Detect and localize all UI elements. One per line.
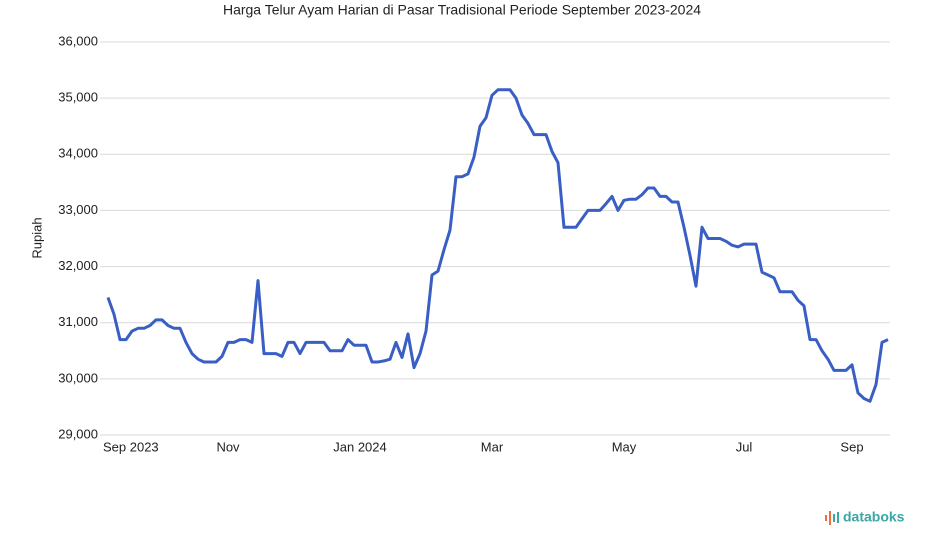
- x-tick-label: Jan 2024: [333, 439, 387, 454]
- y-tick-label: 29,000: [58, 426, 98, 441]
- y-axis-label: Rupiah: [29, 217, 44, 258]
- y-tick-label: 32,000: [58, 258, 98, 273]
- x-tick-label: Mar: [481, 439, 504, 454]
- y-tick-label: 30,000: [58, 370, 98, 385]
- y-tick-label: 34,000: [58, 146, 98, 161]
- chart-title: Harga Telur Ayam Harian di Pasar Tradisi…: [223, 2, 701, 18]
- x-tick-label: May: [612, 439, 637, 454]
- y-tick-label: 35,000: [58, 90, 98, 105]
- y-tick-label: 31,000: [58, 314, 98, 329]
- y-tick-label: 33,000: [58, 202, 98, 217]
- logo-icon: [825, 511, 839, 525]
- x-tick-label: Sep: [840, 439, 863, 454]
- data-line: [106, 88, 889, 403]
- x-tick-label: Nov: [216, 439, 240, 454]
- y-tick-label: 36,000: [58, 33, 98, 48]
- x-tick-label: Sep 2023: [103, 439, 159, 454]
- x-tick-label: Jul: [736, 439, 753, 454]
- watermark: databoks: [843, 509, 905, 525]
